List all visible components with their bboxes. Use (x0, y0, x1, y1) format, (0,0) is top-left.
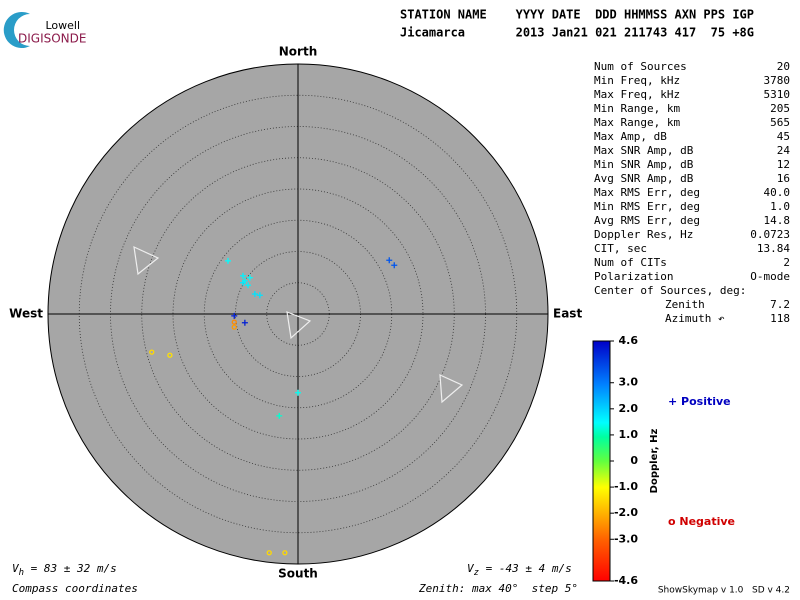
colorbar-tick-label: 3.0 (619, 376, 639, 389)
center-label: Azimuth ↶ (665, 312, 725, 325)
colorbar-tick-label: 1.0 (619, 428, 639, 441)
stat-label: Min SNR Amp, dB (594, 158, 694, 171)
source-positive (251, 291, 258, 297)
source-positive (240, 272, 246, 279)
antenna-marker (133, 245, 160, 276)
source-positive (386, 257, 393, 264)
source-negative (266, 550, 272, 556)
stat-label: Max SNR Amp, dB (594, 144, 694, 157)
zenith-note: Zenith: max 40° step 5° (418, 582, 578, 595)
source-positive (241, 277, 248, 284)
stats-table: Num of Sources 20 Min Freq, kHz 3780 Max Fre… (594, 60, 790, 325)
source-negative (231, 324, 237, 330)
source-positive (295, 389, 301, 396)
stat-value: 24 (777, 144, 791, 157)
colorbar-label: Doppler, Hz (649, 429, 660, 494)
stat-value: 16 (777, 172, 790, 185)
legend-negative: o Negative (668, 515, 735, 528)
colorbar-tick-label: 4.6 (619, 334, 639, 347)
colorbar-tick-label: 0 (630, 454, 638, 467)
stat-label: CIT, sec (594, 242, 647, 255)
stat-value: 13.84 (757, 242, 790, 255)
velocity-vertical: Vz = -43 ± 4 m/s (467, 562, 572, 578)
stat-value: 2 (783, 256, 790, 269)
stat-label: Doppler Res, Hz (594, 228, 693, 241)
antenna-marker (439, 374, 464, 404)
stat-value: 40.0 (764, 186, 791, 199)
source-positive (241, 319, 248, 326)
stat-value: 20 (777, 60, 790, 73)
stat-value: 0.0723 (750, 228, 790, 241)
logo-mark (3, 12, 30, 49)
version-note: ShowSkymap v 1.0 SD v 4.2 (658, 586, 790, 596)
colorbar-tick-label: -2.0 (614, 506, 638, 519)
colorbar (592, 340, 611, 582)
stat-label: Max Range, km (594, 116, 680, 129)
stat-value: O-mode (750, 270, 790, 283)
stat-label: Polarization (594, 270, 673, 283)
logo-bottom: DIGISONDE (18, 32, 86, 46)
source-positive (225, 257, 231, 264)
colorbar-tick-label: -1.0 (614, 480, 638, 493)
source-positive (256, 292, 263, 299)
skymap-plot (47, 63, 549, 565)
stat-value: 14.8 (764, 214, 791, 227)
antenna-marker (286, 311, 312, 340)
source-negative (149, 349, 155, 355)
center-title: Center of Sources, deg: (594, 284, 746, 297)
center-value: 7.2 (770, 298, 790, 311)
source-positive (391, 262, 398, 269)
colorbar-tick-label: 2.0 (619, 402, 639, 415)
compass-east: East (553, 307, 582, 321)
compass-south: South (278, 567, 318, 581)
center-value: 118 (770, 312, 790, 325)
stat-value: 565 (770, 116, 790, 129)
stat-value: 3780 (764, 74, 791, 87)
header-values: Jicamarca 2013 Jan21 021 211743 417 75 +… (400, 26, 754, 40)
logo-top: Lowell (45, 19, 80, 32)
stat-label: Num of CITs (594, 256, 667, 269)
source-positive (245, 282, 251, 289)
colorbar-tick-label: -4.6 (614, 574, 638, 587)
stat-label: Num of Sources (594, 60, 687, 73)
coords-note: Compass coordinates (12, 582, 138, 595)
colorbar-tick-label: -3.0 (614, 532, 638, 545)
source-negative (282, 550, 288, 556)
stat-label: Min Freq, kHz (594, 74, 680, 87)
stat-label: Min Range, km (594, 102, 680, 115)
stat-label: Max Amp, dB (594, 130, 667, 143)
header-labels: STATION NAME YYYY DATE DDD HHMMSS AXN PP… (400, 8, 754, 22)
stat-label: Avg SNR Amp, dB (594, 172, 694, 185)
compass-north: North (279, 45, 317, 59)
velocity-horizontal: Vh = 83 ± 32 m/s (12, 562, 117, 578)
legend-positive: + Positive (668, 395, 731, 408)
stat-value: 45 (777, 130, 790, 143)
stat-label: Avg RMS Err, deg (594, 214, 700, 227)
stat-value: 1.0 (770, 200, 790, 213)
source-negative (231, 319, 237, 325)
stat-value: 12 (777, 158, 790, 171)
compass-west: West (9, 307, 43, 321)
stat-value: 5310 (764, 88, 791, 101)
source-positive (231, 312, 238, 319)
stat-value: 205 (770, 102, 790, 115)
stat-label: Min RMS Err, deg (594, 200, 700, 213)
source-negative (167, 352, 173, 358)
source-positive (246, 274, 253, 281)
stat-label: Max Freq, kHz (594, 88, 680, 101)
source-positive (276, 412, 283, 419)
stat-label: Max RMS Err, deg (594, 186, 700, 199)
center-label: Zenith (665, 298, 705, 311)
